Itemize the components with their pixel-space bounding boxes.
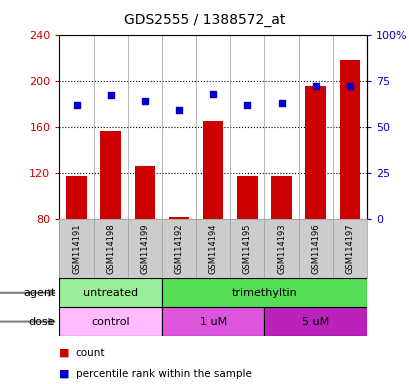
Point [107,92,114,98]
Text: GSM114192: GSM114192 [174,223,183,274]
Text: ■: ■ [59,369,70,379]
Text: dose: dose [29,316,55,327]
Bar [162,278,366,307]
Bar [59,278,162,307]
Text: 1 uM: 1 uM [199,316,226,327]
Text: trimethyltin: trimethyltin [231,288,297,298]
Point [141,98,148,104]
Bar [305,86,325,219]
Bar [236,176,257,219]
Point [209,91,216,97]
Point [175,107,182,113]
Point [73,101,80,108]
Text: ■: ■ [59,348,70,358]
Text: GSM114199: GSM114199 [140,223,149,274]
Text: untreated: untreated [83,288,138,298]
Text: GDS2555 / 1388572_at: GDS2555 / 1388572_at [124,13,285,27]
Point [312,83,318,89]
Bar [271,176,291,219]
Text: 5 uM: 5 uM [301,316,328,327]
Bar [100,131,121,219]
Text: control: control [91,316,130,327]
Text: GSM114191: GSM114191 [72,223,81,274]
Bar [66,176,87,219]
Bar [264,307,366,336]
Text: GSM114198: GSM114198 [106,223,115,274]
Text: count: count [76,348,105,358]
Text: percentile rank within the sample: percentile rank within the sample [76,369,251,379]
Text: GSM114194: GSM114194 [208,223,217,274]
Bar [162,307,264,336]
Bar [169,217,189,219]
Point [278,100,284,106]
Point [346,83,352,89]
Text: GSM114195: GSM114195 [242,223,251,274]
Bar [59,307,162,336]
Bar [339,60,359,219]
Text: agent: agent [23,288,55,298]
Text: GSM114193: GSM114193 [276,223,285,274]
Bar [134,166,155,219]
Text: GSM114197: GSM114197 [344,223,353,274]
Text: GSM114196: GSM114196 [310,223,319,274]
Bar [202,121,223,219]
Point [243,101,250,108]
